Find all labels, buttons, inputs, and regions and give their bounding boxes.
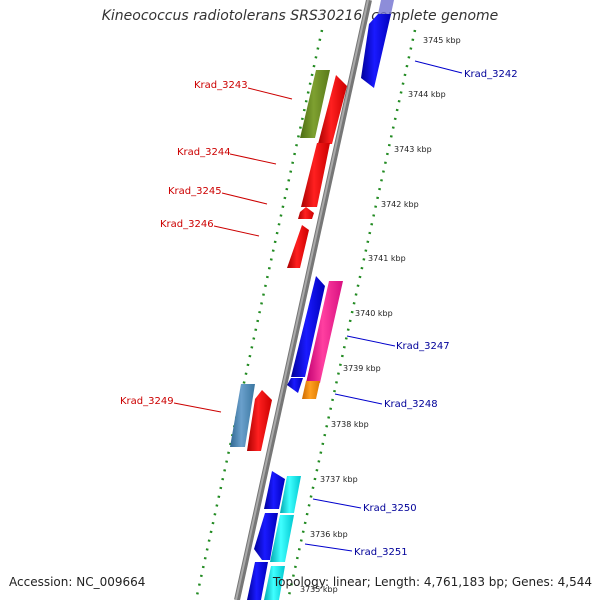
gene-krad-3246[interactable] <box>287 225 309 268</box>
gene-label-krad-3245: Krad_3245 <box>168 186 222 197</box>
gene-krad-3247-blue[interactable] <box>291 276 325 377</box>
gene-label-krad-3247: Krad_3247 <box>396 341 450 352</box>
gene-label-krad-3250: Krad_3250 <box>363 503 417 514</box>
gene-krad-3243[interactable] <box>300 70 330 138</box>
labels-right: Krad_3242 Krad_3247 Krad_3248 Krad_3250 … <box>304 60 518 558</box>
genome-title: Kineococcus radiotolerans SRS30216, comp… <box>101 8 499 24</box>
accession-label: Accession: NC_009664 <box>9 575 146 589</box>
kbp-tick: 3741 kbp <box>368 254 406 263</box>
kbp-axis: 3745 kbp 3744 kbp 3743 kbp 3742 kbp 3741… <box>300 36 461 594</box>
gene-label-krad-3246: Krad_3246 <box>160 219 214 230</box>
gene-label-krad-3251: Krad_3251 <box>354 547 408 558</box>
kbp-tick: 3738 kbp <box>331 420 369 429</box>
gene-blue-small[interactable] <box>287 378 303 393</box>
genome-backbone-highlight <box>235 0 369 600</box>
kbp-tick: 3745 kbp <box>423 36 461 45</box>
kbp-tick: 3744 kbp <box>408 90 446 99</box>
kbp-tick: 3736 kbp <box>310 530 348 539</box>
dotted-guide-left <box>194 29 324 600</box>
kbp-tick: 3735 kbp <box>300 585 338 594</box>
gene-krad-3244[interactable] <box>301 143 330 207</box>
gene-krad-3248[interactable] <box>302 381 320 399</box>
gene-krad-3242[interactable] <box>361 0 394 88</box>
gene-label-krad-3242: Krad_3242 <box>464 69 518 80</box>
gene-krad-3245[interactable] <box>298 207 314 219</box>
gene-bottom-blue[interactable] <box>247 562 268 600</box>
gene-krad-3249-red[interactable] <box>247 390 272 451</box>
gene-label-krad-3248: Krad_3248 <box>384 399 438 410</box>
gene-krad-3251[interactable] <box>270 515 294 562</box>
gene-label-krad-3249: Krad_3249 <box>120 396 174 407</box>
gene-bottom-cyan[interactable] <box>264 566 285 600</box>
gene-krad-3250-blue[interactable] <box>264 471 285 509</box>
kbp-tick: 3740 kbp <box>355 309 393 318</box>
kbp-tick: 3742 kbp <box>381 200 419 209</box>
gene-krad-3249[interactable] <box>230 384 255 447</box>
gene-krad-3243-red[interactable] <box>318 75 347 144</box>
gene-krad-3247[interactable] <box>306 281 343 383</box>
kbp-tick: 3739 kbp <box>343 364 381 373</box>
topology-label: Topology: linear; Length: 4,761,183 bp; … <box>272 575 592 589</box>
kbp-tick: 3743 kbp <box>394 145 432 154</box>
gene-label-krad-3244: Krad_3244 <box>177 147 231 158</box>
gene-label-krad-3243: Krad_3243 <box>194 80 248 91</box>
dotted-guide-right <box>286 29 417 600</box>
gene-krad-3251-blue[interactable] <box>254 513 278 560</box>
kbp-tick: 3737 kbp <box>320 475 358 484</box>
gene-krad-3250[interactable] <box>280 476 301 513</box>
labels-left: Krad_3243 Krad_3244 Krad_3245 Krad_3246 … <box>120 80 293 413</box>
